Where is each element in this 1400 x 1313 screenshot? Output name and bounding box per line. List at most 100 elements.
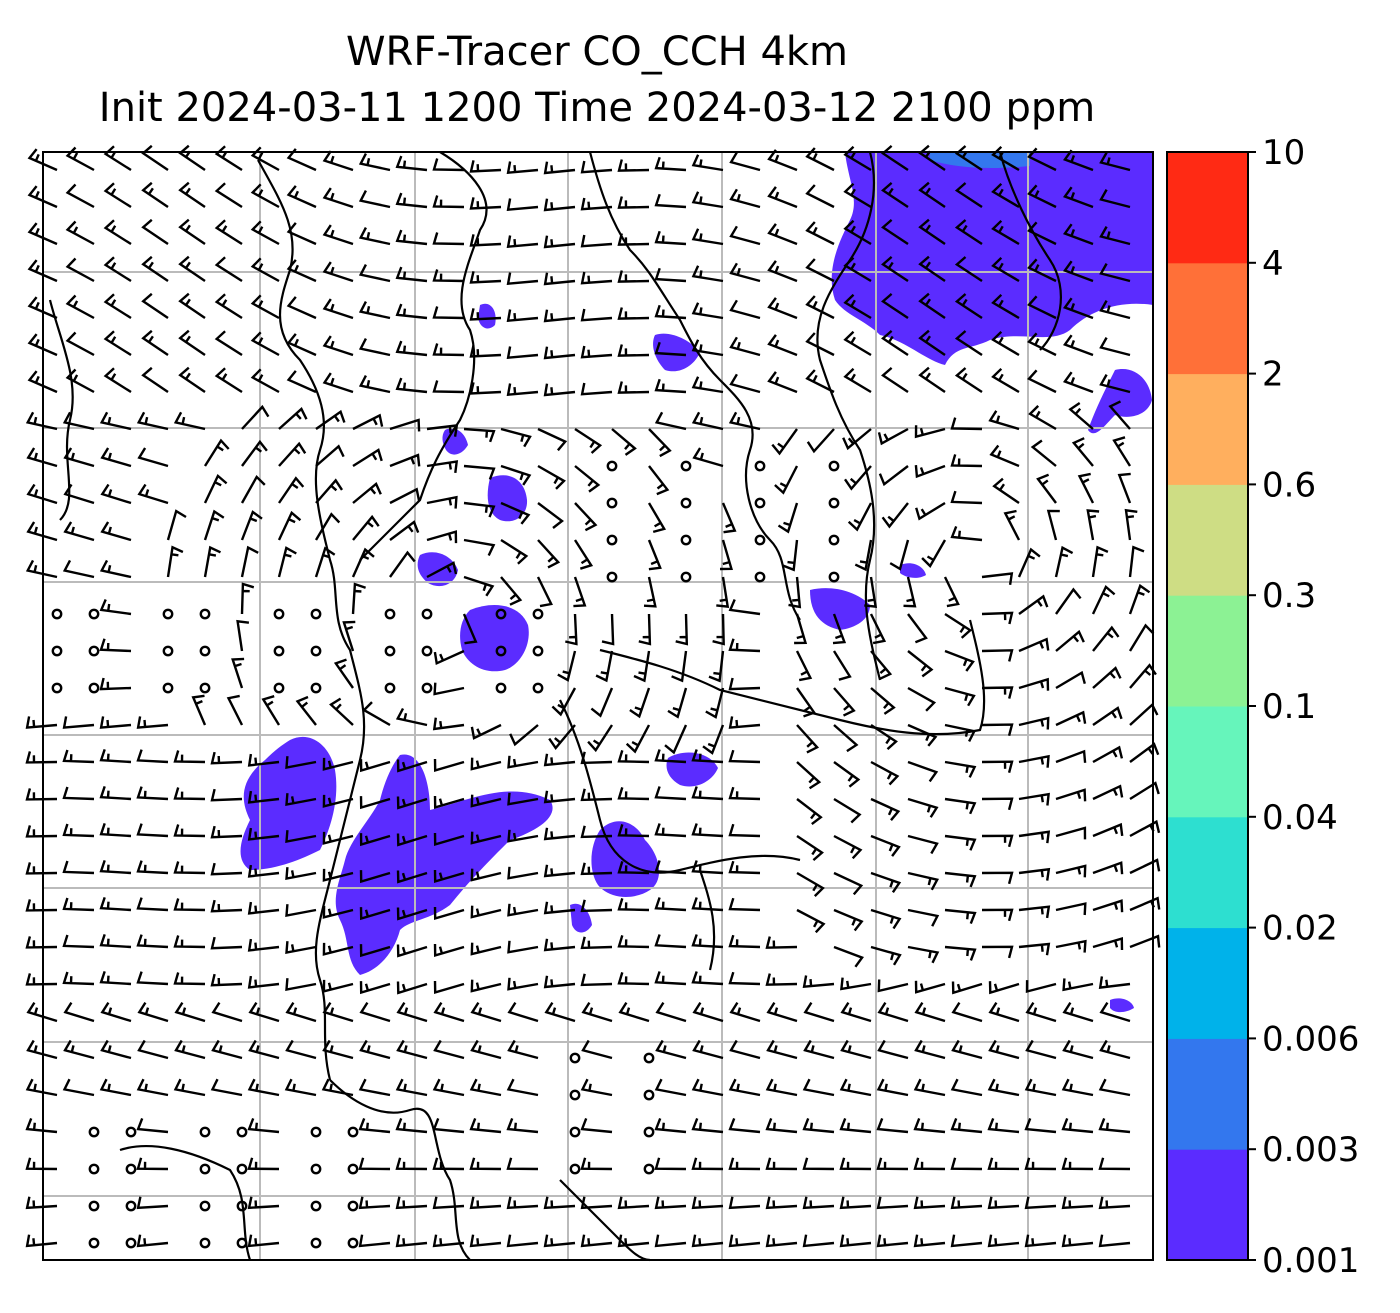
wind-barb	[322, 831, 354, 845]
wind-barb	[654, 411, 687, 431]
wind-barb	[981, 945, 1014, 959]
wind-barb	[654, 378, 687, 394]
wind-barb	[389, 487, 421, 505]
wind-barb	[1092, 745, 1124, 764]
wind-barb	[203, 473, 228, 504]
wind-barb	[580, 1234, 613, 1248]
wind-barb	[358, 1196, 391, 1210]
colorbar-tick-label: 4	[1262, 244, 1284, 284]
wind-barb	[285, 1001, 317, 1023]
wind-barb	[1092, 822, 1124, 838]
wind-barb	[426, 530, 458, 544]
wind-barb	[322, 979, 354, 993]
wind-barb	[617, 307, 650, 320]
wind-barbs	[25, 144, 1161, 1249]
wind-barb	[203, 509, 225, 541]
wind-barb	[907, 797, 939, 818]
wind-barb	[805, 369, 835, 394]
wind-barb	[210, 1078, 243, 1097]
wind-barb	[99, 860, 132, 875]
wind-barb	[1027, 184, 1057, 209]
wind-barb	[210, 751, 243, 765]
wind-barb	[617, 935, 650, 949]
wind-barb	[1027, 295, 1057, 320]
wind-barb	[1098, 1117, 1131, 1134]
wind-barb	[805, 258, 835, 283]
wind-barb	[729, 299, 761, 320]
colorbar-tick-label: 0.003	[1262, 1130, 1359, 1170]
wind-barb	[136, 411, 169, 431]
wind-barb	[950, 490, 983, 505]
wind-barb	[136, 934, 169, 949]
wind-barb	[315, 478, 344, 504]
calm-wind-marker	[273, 645, 285, 657]
wind-barb	[359, 796, 391, 810]
wind-barb	[322, 1001, 354, 1023]
colorbar: 0.001 0.003 0.006 0.02 0.04 0.1 0.3 0.6 2 4 10	[1166, 133, 1359, 1281]
border	[816, 151, 882, 681]
wind-barb	[913, 1234, 946, 1248]
wind-barb	[469, 1117, 502, 1134]
wind-barb	[285, 756, 317, 769]
co-plume	[810, 588, 870, 630]
wind-barb	[708, 650, 725, 683]
wind-barb	[65, 183, 95, 209]
wind-barb	[921, 539, 947, 568]
wind-barb	[426, 424, 459, 437]
wind-barb	[870, 723, 898, 750]
wind-barb	[806, 428, 835, 454]
wind-barb	[63, 1039, 95, 1060]
wind-barb	[842, 428, 872, 451]
calm-wind-marker	[125, 1163, 137, 1175]
wind-barb	[543, 790, 576, 804]
wind-barb	[284, 1078, 317, 1097]
wind-barb	[247, 753, 280, 767]
wind-barb	[100, 483, 132, 505]
wind-barb	[359, 759, 391, 773]
wind-barb	[691, 302, 724, 320]
wind-barb	[278, 441, 307, 467]
wind-barb	[500, 501, 531, 525]
wind-barb	[691, 339, 724, 357]
wind-barb	[395, 229, 428, 246]
wind-barb	[877, 1039, 909, 1060]
wind-barb	[877, 1001, 909, 1023]
wind-barb	[432, 306, 465, 320]
wind-barb	[226, 694, 244, 726]
wind-barb	[981, 760, 1014, 774]
wind-barb	[500, 464, 532, 486]
wind-barb	[944, 760, 977, 778]
wind-barb	[878, 465, 909, 487]
wind-barb	[691, 749, 724, 764]
wind-barb	[1055, 826, 1087, 840]
wind-barb	[137, 1039, 169, 1060]
wind-barb	[580, 751, 613, 765]
wind-barb	[25, 936, 58, 949]
wind-barb	[981, 649, 1014, 662]
wind-barb	[247, 864, 280, 878]
wind-barb	[843, 219, 872, 246]
wind-barb	[99, 411, 132, 431]
wind-barb	[62, 411, 95, 431]
wind-barb	[137, 483, 169, 505]
wind-barb	[691, 971, 724, 986]
wind-barb	[1061, 1157, 1094, 1171]
wind-barb	[944, 797, 977, 815]
wind-barb	[322, 261, 354, 283]
colorbar-segment	[1167, 816, 1248, 929]
wind-barb	[389, 520, 420, 541]
wind-barb	[62, 749, 95, 764]
wind-barb	[692, 1039, 724, 1060]
calm-wind-marker	[532, 682, 544, 694]
wind-barb	[854, 539, 873, 572]
wind-barb	[543, 346, 576, 360]
wind-barb	[261, 695, 281, 726]
calm-wind-marker	[88, 1237, 100, 1249]
wind-barb	[655, 1039, 687, 1060]
wind-barb	[178, 366, 206, 393]
wind-barb	[352, 448, 383, 468]
wind-barb	[654, 1078, 687, 1097]
wind-barb	[470, 757, 502, 771]
wind-barb	[765, 1196, 798, 1210]
wind-barb	[240, 510, 263, 541]
